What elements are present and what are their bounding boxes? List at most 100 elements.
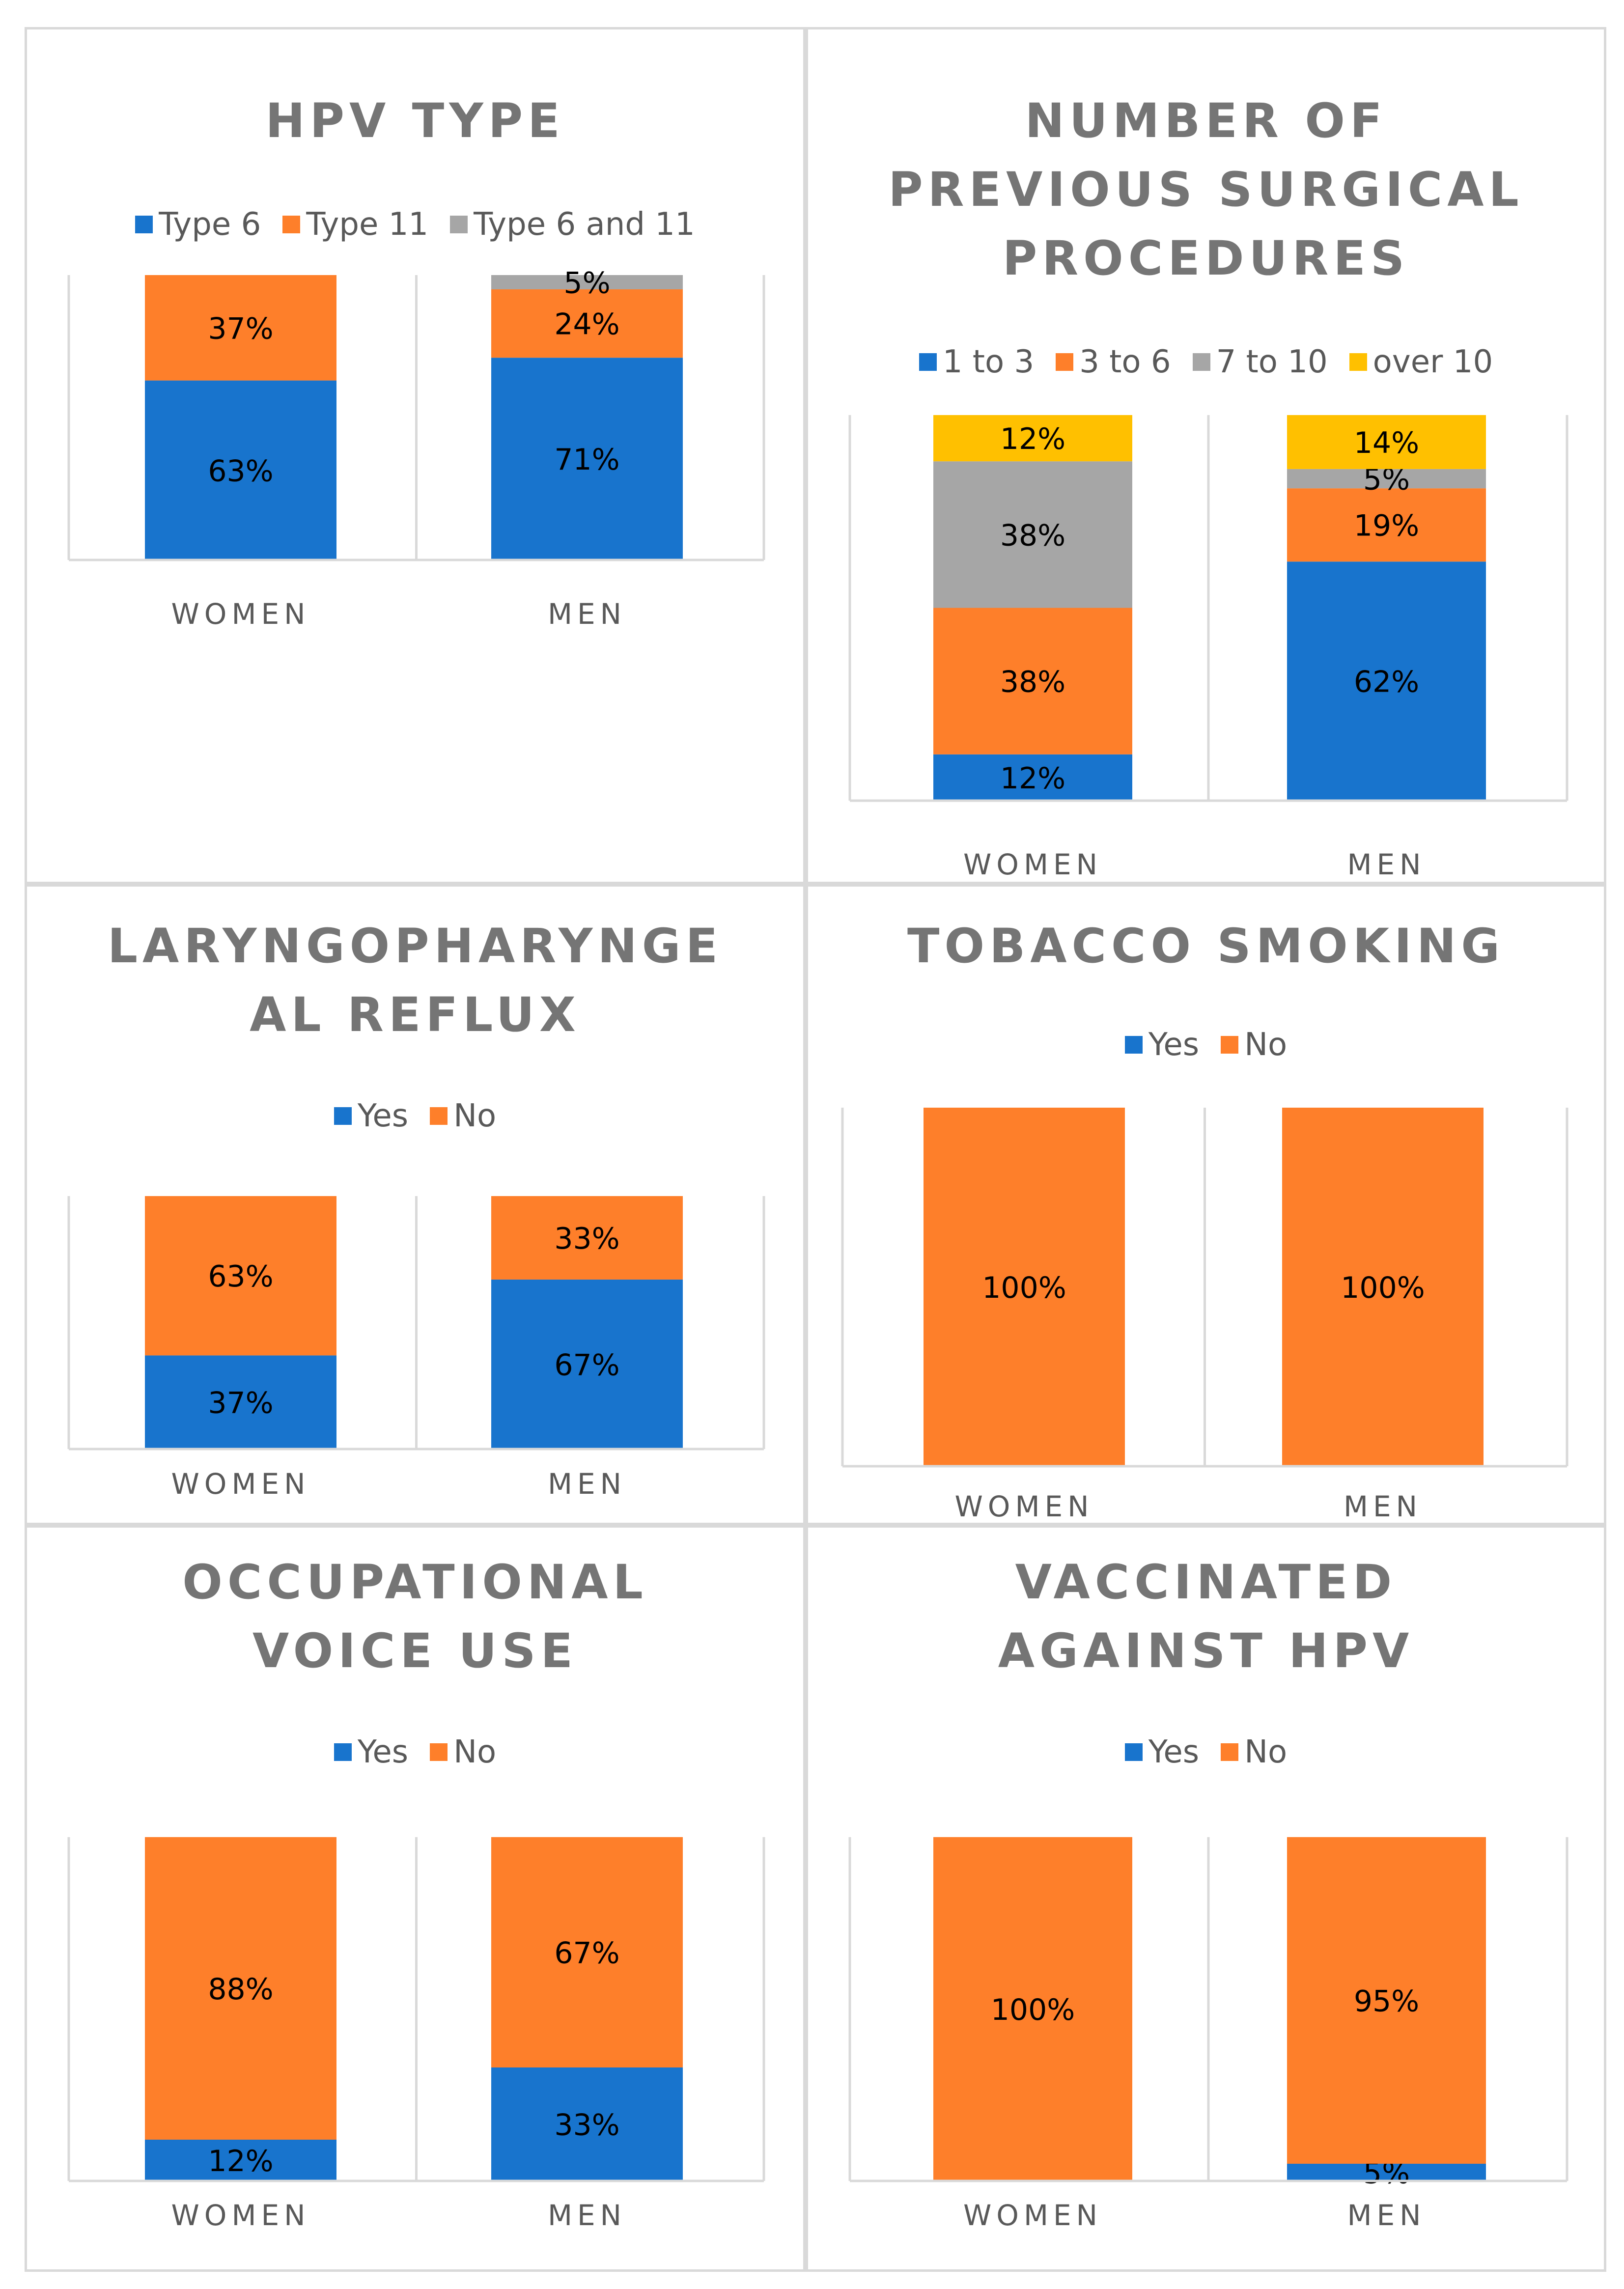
- legend-label: No: [1244, 1734, 1288, 1770]
- chart-title: NUMBER OF: [1025, 93, 1387, 148]
- bar-segment: [1287, 1837, 1486, 2164]
- chart-panel-tobacco-smoking: TOBACCO SMOKING Yes No 100% WOMEN 100% MEN: [806, 884, 1606, 1525]
- data-label: 12%: [1000, 422, 1065, 456]
- legend-label: Type 11: [306, 206, 429, 243]
- bar-segment: [933, 608, 1132, 754]
- legend-item: No: [1221, 1734, 1287, 1770]
- chart-legend: Yes No: [27, 1098, 803, 1134]
- legend-label: Yes: [357, 1734, 409, 1770]
- legend-item: No: [1221, 1027, 1287, 1063]
- bar-segment: [1287, 2164, 1486, 2181]
- data-label: 5%: [563, 266, 610, 301]
- chart-plot: 100% WOMEN 100% MEN: [841, 1108, 1568, 1523]
- legend-swatch: [1056, 353, 1074, 371]
- chart-plot: 63% 37% WOMEN 71% 24% 5% MEN: [67, 266, 765, 631]
- chart-title: AGAINST HPV: [998, 1623, 1414, 1678]
- data-label: 95%: [1354, 1984, 1419, 2019]
- chart-legend: 1 to 3 3 to 6 7 to 10 over 10: [808, 344, 1604, 380]
- category-label: MEN: [1344, 1490, 1422, 1523]
- chart-title: PREVIOUS SURGICAL: [888, 162, 1524, 217]
- legend-item: 7 to 10: [1192, 344, 1328, 380]
- data-label: 33%: [554, 1222, 619, 1256]
- bar-segment: [933, 754, 1132, 801]
- data-label: 12%: [1000, 761, 1065, 796]
- bar-segment: [145, 2140, 336, 2181]
- data-label: 67%: [554, 1348, 619, 1382]
- legend-swatch: [430, 1107, 448, 1125]
- data-label: 88%: [208, 1972, 273, 2007]
- category-label: MEN: [548, 2199, 626, 2232]
- legend-swatch: [1124, 1036, 1143, 1054]
- legend-item: 1 to 3: [919, 344, 1034, 380]
- bar-segment: [145, 275, 336, 381]
- legend-item: Yes: [334, 1734, 408, 1770]
- legend-swatch: [135, 216, 153, 233]
- bar-segment: [491, 1196, 683, 1280]
- legend-swatch: [1221, 1036, 1239, 1054]
- legend-label: Yes: [357, 1098, 409, 1134]
- bar-segment: [491, 358, 683, 560]
- data-label: 100%: [1341, 1271, 1425, 1305]
- bar-segment: [491, 2067, 683, 2181]
- chart-title: PROCEDURES: [1002, 231, 1410, 286]
- bar-segment: [491, 275, 683, 289]
- legend-label: Type 6: [159, 206, 261, 243]
- bar-segment: [491, 1837, 683, 2067]
- legend-swatch: [1349, 353, 1367, 371]
- data-label: 62%: [1354, 665, 1419, 699]
- legend-swatch: [1221, 1743, 1239, 1761]
- data-label: 38%: [1000, 518, 1065, 553]
- data-label: 33%: [554, 2108, 619, 2143]
- chart-legend: Yes No: [27, 1734, 803, 1770]
- bar-segment: [933, 1837, 1132, 2181]
- category-label: WOMEN: [171, 597, 310, 631]
- legend-item: No: [430, 1098, 496, 1134]
- data-label: 12%: [208, 2144, 273, 2178]
- chart-panel-laryngopharyngeal-reflux: LARYNGOPHARYNGE AL REFLUX Yes No 37% 63% WOMEN…: [25, 884, 806, 1525]
- data-label: 19%: [1354, 509, 1419, 543]
- legend-swatch: [1192, 353, 1210, 371]
- legend-label: over 10: [1372, 344, 1493, 380]
- category-label: WOMEN: [171, 2199, 310, 2232]
- legend-swatch: [334, 1743, 352, 1761]
- chart-legend: Type 6 Type 11 Type 6 and 11: [27, 206, 803, 243]
- legend-swatch: [430, 1743, 448, 1761]
- bar-segment: [924, 1108, 1125, 1466]
- legend-item: Type 11: [282, 206, 428, 243]
- legend-item: over 10: [1349, 344, 1493, 380]
- chart-panel-surgical-procedures: NUMBER OF PREVIOUS SURGICAL PROCEDURES 1 to…: [806, 27, 1606, 884]
- category-label: WOMEN: [171, 1467, 310, 1501]
- data-label: 38%: [1000, 665, 1065, 699]
- chart-plot: 12% 88% WOMEN 33% 67% MEN: [67, 1837, 765, 2232]
- category-label: MEN: [1347, 848, 1426, 881]
- bar-segment: [1287, 488, 1486, 562]
- legend-item: 3 to 6: [1056, 344, 1171, 380]
- legend-label: Type 6 and 11: [474, 206, 695, 243]
- category-label: MEN: [548, 597, 626, 631]
- legend-item: Yes: [1124, 1734, 1199, 1770]
- legend-swatch: [450, 216, 468, 233]
- data-label: 67%: [554, 1936, 619, 1971]
- bar-segment: [491, 289, 683, 358]
- data-label: 37%: [208, 1386, 273, 1421]
- bar-segment: [145, 380, 336, 560]
- chart-legend: Yes No: [808, 1027, 1604, 1063]
- data-label: 24%: [554, 307, 619, 342]
- data-label: 100%: [991, 1993, 1075, 2027]
- legend-label: No: [453, 1734, 497, 1770]
- category-label: WOMEN: [963, 848, 1102, 881]
- data-label: 71%: [554, 443, 619, 477]
- legend-item: No: [430, 1734, 496, 1770]
- legend-item: Type 6: [135, 206, 261, 243]
- legend-item: Type 6 and 11: [450, 206, 695, 243]
- chart-panel-vaccinated-hpv: VACCINATED AGAINST HPV Yes No 100% WOMEN 5% 95%…: [806, 1525, 1606, 2272]
- bar-segment: [1282, 1108, 1484, 1466]
- category-label: WOMEN: [963, 2199, 1102, 2232]
- chart-title: HPV TYPE: [265, 93, 565, 148]
- bar-segment: [933, 461, 1132, 608]
- legend-label: 3 to 6: [1079, 344, 1171, 380]
- legend-swatch: [334, 1107, 352, 1125]
- category-label: WOMEN: [954, 1490, 1093, 1523]
- chart-title: OCCUPATIONAL: [182, 1555, 648, 1610]
